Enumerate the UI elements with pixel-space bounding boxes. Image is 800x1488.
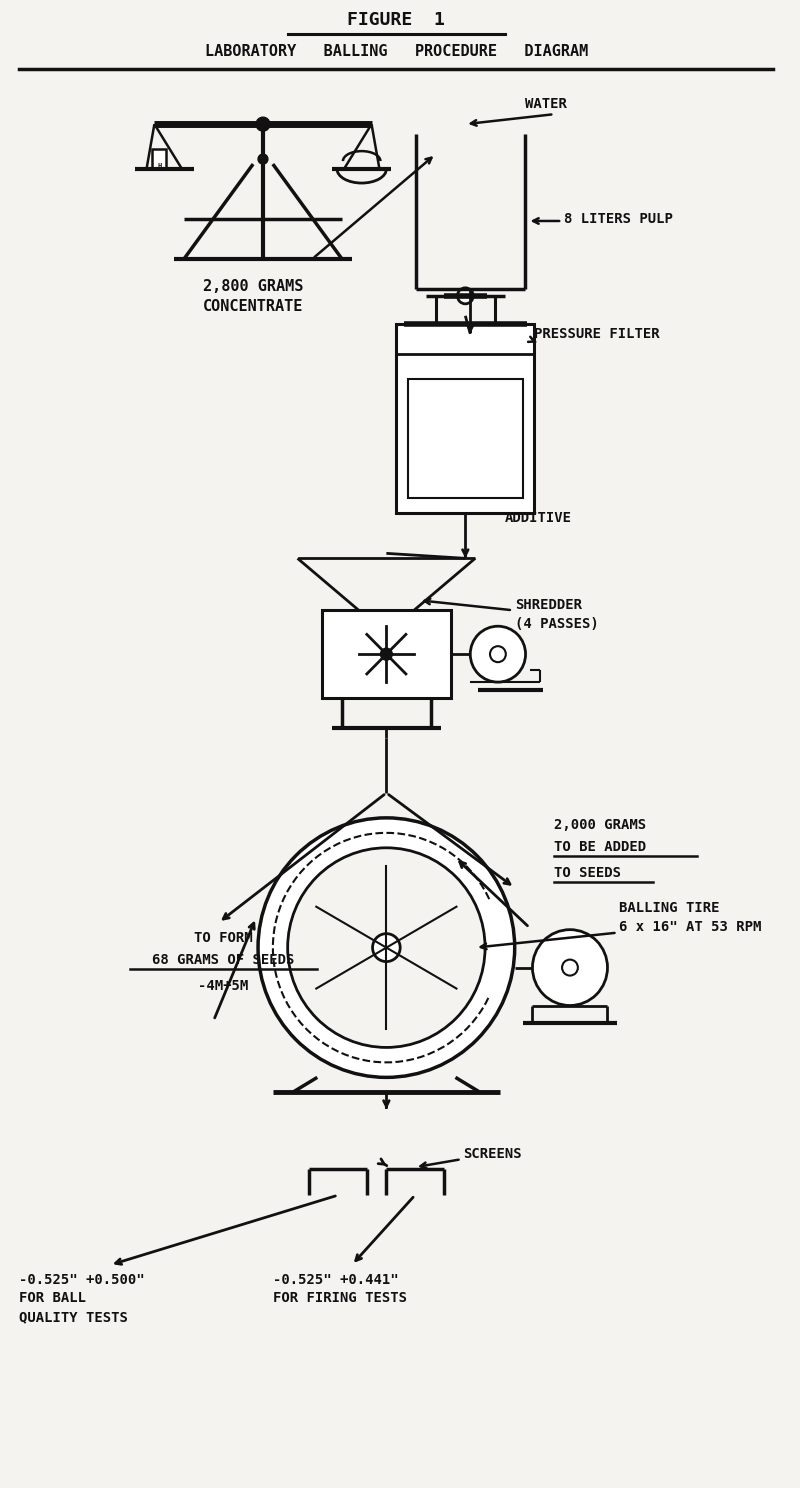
Text: SCREENS: SCREENS — [463, 1147, 522, 1161]
Text: -4M+5M: -4M+5M — [198, 979, 249, 992]
Circle shape — [458, 287, 474, 304]
Circle shape — [258, 818, 514, 1077]
Text: TO BE ADDED: TO BE ADDED — [554, 839, 646, 854]
FancyBboxPatch shape — [322, 610, 450, 698]
Circle shape — [470, 626, 526, 682]
Text: -0.525" +0.500"
FOR BALL
QUALITY TESTS: -0.525" +0.500" FOR BALL QUALITY TESTS — [19, 1274, 145, 1324]
Text: LABORATORY   BALLING   PROCEDURE   DIAGRAM: LABORATORY BALLING PROCEDURE DIAGRAM — [205, 45, 588, 60]
FancyBboxPatch shape — [153, 149, 166, 170]
Text: WATER: WATER — [525, 97, 566, 112]
Circle shape — [288, 848, 485, 1048]
Circle shape — [381, 649, 392, 661]
FancyBboxPatch shape — [396, 324, 534, 513]
Text: H: H — [158, 164, 162, 170]
Circle shape — [533, 930, 607, 1006]
Circle shape — [562, 960, 578, 976]
Circle shape — [490, 646, 506, 662]
Text: PRESSURE FILTER: PRESSURE FILTER — [534, 327, 660, 341]
Circle shape — [256, 118, 270, 131]
Circle shape — [258, 155, 268, 164]
Text: -0.525" +0.441"
FOR FIRING TESTS: -0.525" +0.441" FOR FIRING TESTS — [273, 1274, 407, 1305]
Circle shape — [373, 933, 400, 961]
Text: 68 GRAMS OF SEEDS: 68 GRAMS OF SEEDS — [152, 952, 294, 967]
Text: TO FORM: TO FORM — [194, 930, 253, 945]
Text: SHREDDER
(4 PASSES): SHREDDER (4 PASSES) — [514, 598, 598, 631]
Text: TO SEEDS: TO SEEDS — [554, 866, 621, 879]
Text: 2,000 GRAMS: 2,000 GRAMS — [554, 818, 646, 832]
FancyBboxPatch shape — [408, 378, 522, 498]
Text: FIGURE  1: FIGURE 1 — [347, 12, 445, 30]
Text: 8 LITERS PULP: 8 LITERS PULP — [564, 211, 673, 226]
Text: ADDITIVE: ADDITIVE — [505, 512, 572, 525]
Text: BALLING TIRE
6 x 16" AT 53 RPM: BALLING TIRE 6 x 16" AT 53 RPM — [619, 902, 762, 934]
Text: 2,800 GRAMS
CONCENTRATE: 2,800 GRAMS CONCENTRATE — [203, 278, 303, 314]
